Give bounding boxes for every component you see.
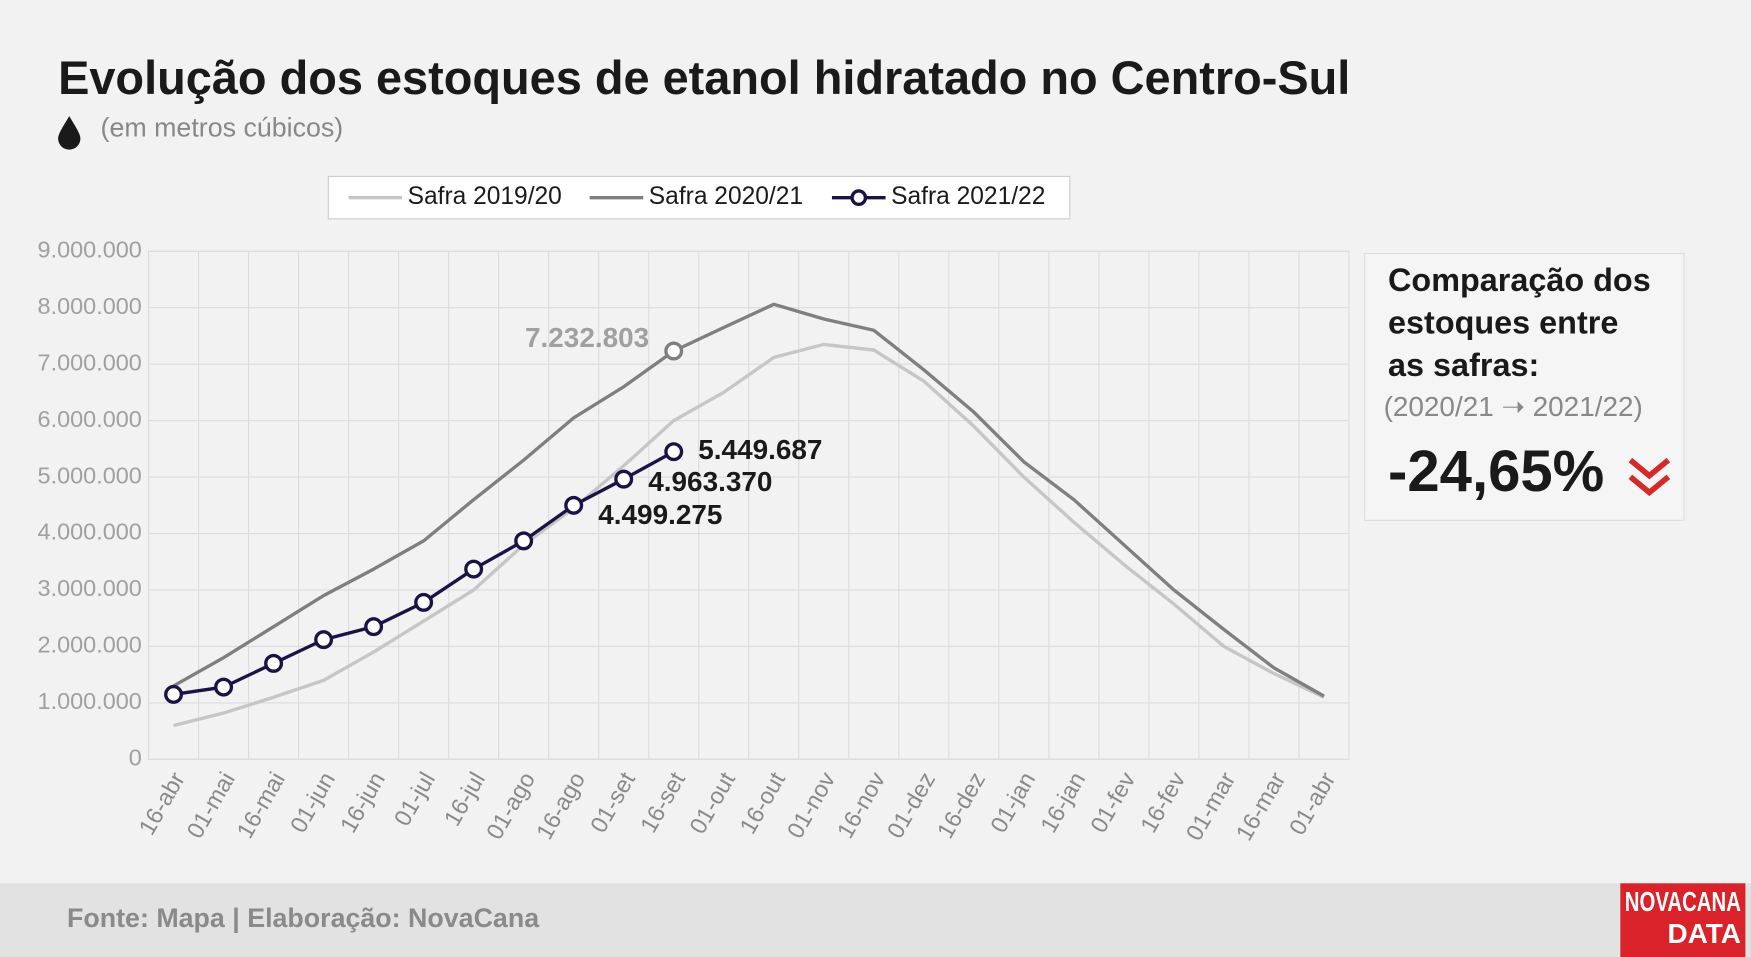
- series-line: [173, 342, 1325, 728]
- y-tick-label: 9.000.000: [38, 236, 142, 262]
- legend-label: Safra 2021/22: [891, 183, 1045, 210]
- panel-subtitle: (2020/21 ➝ 2021/22): [1384, 391, 1643, 422]
- y-tick-label: 7.000.000: [38, 349, 142, 375]
- y-tick-label: 8.000.000: [38, 293, 142, 319]
- panel-value: -24,65%: [1388, 439, 1604, 504]
- y-tick-label: 6.000.000: [38, 406, 142, 432]
- point: [464, 559, 484, 579]
- series-line: [172, 302, 1325, 698]
- legend-marker: [850, 189, 868, 207]
- footer-bar: [0, 883, 1751, 957]
- y-tick-label: 4.000.000: [38, 519, 142, 545]
- point: [314, 630, 334, 650]
- panel-title: Comparação dos: [1388, 262, 1651, 298]
- down-icon: [1628, 457, 1671, 497]
- value-label: 5.449.687: [698, 434, 822, 465]
- footer-source: Fonte: Mapa | Elaboração: NovaCana: [67, 903, 540, 933]
- legend-label: Safra 2019/20: [408, 183, 562, 210]
- y-tick-label: 5.000.000: [38, 462, 142, 488]
- point: [164, 684, 184, 704]
- point: [364, 617, 384, 637]
- y-tick-label: 0: [129, 745, 142, 771]
- logo: [1620, 883, 1746, 957]
- panel-title: as safras:: [1388, 347, 1539, 383]
- point: [514, 531, 534, 551]
- point: [214, 677, 234, 697]
- panel: [1364, 252, 1685, 521]
- y-tick-label: 3.000.000: [38, 575, 142, 601]
- value-label: 7.232.803: [525, 322, 649, 353]
- drop-icon: [58, 116, 81, 150]
- legend-label: Safra 2020/21: [649, 183, 803, 210]
- point: [664, 442, 684, 462]
- value-label: 4.499.275: [598, 499, 722, 530]
- point: [264, 653, 284, 673]
- chart-subtitle: (em metros cúbicos): [101, 113, 344, 143]
- chart-title: Evolução dos estoques de etanol hidratad…: [58, 52, 1350, 104]
- point: [564, 495, 584, 515]
- value-label: 4.963.370: [648, 466, 772, 497]
- panel-title: estoques entre: [1388, 305, 1618, 341]
- y-tick-label: 2.000.000: [38, 632, 142, 658]
- point: [414, 592, 434, 612]
- logo-text: DATA: [1668, 918, 1741, 949]
- point: [664, 341, 684, 361]
- y-tick-label: 1.000.000: [38, 688, 142, 714]
- legend-box: [327, 175, 1071, 220]
- point: [614, 469, 634, 489]
- logo-text: NOVACANA: [1625, 886, 1741, 917]
